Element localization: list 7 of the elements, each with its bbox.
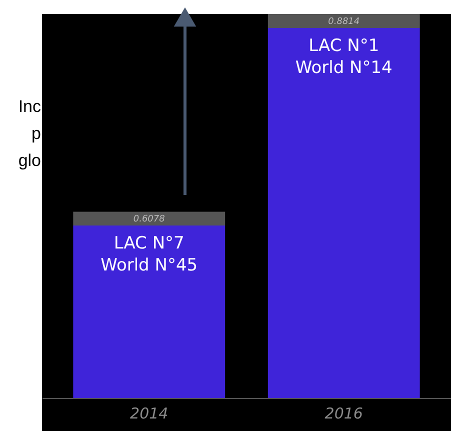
data-label: 0.8814: [328, 17, 360, 27]
x-tick-label: 2016: [324, 404, 363, 422]
annotation: LAC N°1 World N°14: [295, 36, 392, 78]
annotation: LAC N°7 World N°45: [100, 234, 198, 276]
x-tick-label: 2014: [130, 404, 168, 422]
text: Inc p glo: [18, 97, 42, 170]
data-label: 0.6078: [133, 214, 166, 225]
